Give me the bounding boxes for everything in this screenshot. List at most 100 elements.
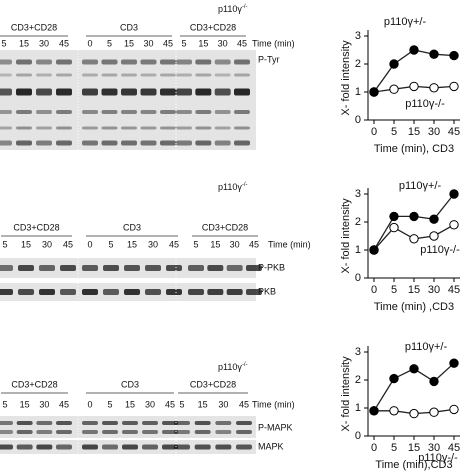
data-point <box>449 81 459 92</box>
blot-band <box>160 140 176 146</box>
lane-label: 30 <box>42 239 52 249</box>
lane-label: 5 <box>2 239 7 249</box>
blot-band <box>0 289 13 295</box>
blot-band <box>234 73 250 77</box>
blot-band <box>101 126 118 130</box>
y-tick-label: 3 <box>355 188 361 200</box>
blot-band <box>234 126 250 130</box>
x-tick-label: 15 <box>408 284 420 296</box>
blot-band <box>101 59 118 65</box>
blot-band <box>207 289 224 295</box>
series-name: p110γ+/- <box>399 180 442 192</box>
lane-label: 30 <box>39 38 49 48</box>
lane-label: 30 <box>218 399 228 409</box>
blot-band <box>36 430 53 434</box>
data-point <box>389 222 399 233</box>
blot-band <box>121 126 137 130</box>
x-tick-label: 0 <box>371 284 377 296</box>
lane-label: 15 <box>124 38 134 48</box>
blot-band <box>16 59 32 65</box>
blot-band <box>174 430 190 434</box>
blot-band <box>174 421 190 425</box>
x-axis-label: Time (min), CD3 <box>374 143 454 155</box>
blot-band <box>36 88 52 96</box>
data-point <box>429 49 439 59</box>
lane-label: 5 <box>179 399 184 409</box>
blot-band <box>82 59 98 65</box>
blot-band <box>82 110 98 114</box>
blot-band <box>195 59 212 65</box>
time-label: Time (min) <box>252 399 295 409</box>
lane-label: 45 <box>169 239 179 249</box>
blot-band <box>160 126 176 130</box>
x-tick-label: 30 <box>428 126 440 138</box>
blot-band <box>16 126 32 130</box>
x-tick-label: 5 <box>391 126 397 138</box>
genotype-sup: -/- <box>242 182 248 188</box>
blot-band <box>162 444 178 450</box>
data-point <box>449 404 459 415</box>
blot-band <box>195 73 212 77</box>
blot-band <box>39 289 55 295</box>
x-tick-label: 30 <box>428 284 440 296</box>
blot-band <box>56 59 72 65</box>
blot-band <box>246 265 262 271</box>
blot-band <box>82 265 98 271</box>
blot-band <box>121 140 137 146</box>
blot-band <box>215 444 232 450</box>
genotype-label: p110γ-/- <box>218 4 248 15</box>
blot-band <box>194 421 211 425</box>
blot-band <box>176 59 192 65</box>
blot-band <box>142 421 158 425</box>
data-point <box>449 50 459 61</box>
lane-label: 15 <box>198 399 208 409</box>
blot-band <box>16 444 33 450</box>
group-label: CD3+CD28 <box>190 22 236 32</box>
lane-label: 45 <box>249 239 259 249</box>
blot-band <box>142 430 158 434</box>
data-point <box>409 364 419 374</box>
blot-band <box>214 140 231 146</box>
lane-label: 0 <box>87 38 92 48</box>
lane-label: 5 <box>2 399 7 409</box>
blot-band <box>122 430 138 434</box>
blot-background <box>0 416 256 438</box>
blot-band <box>214 73 231 77</box>
data-point <box>449 358 459 368</box>
y-tick-label: 3 <box>355 346 361 358</box>
blot-band <box>82 88 98 96</box>
blot-band <box>122 421 138 425</box>
lane-label: 45 <box>59 399 69 409</box>
time-label: Time (min) <box>252 38 295 48</box>
blot-band <box>36 59 52 65</box>
blot-band <box>0 265 13 271</box>
lane-label: 45 <box>59 38 69 48</box>
y-axis-label: X- fold intensity <box>340 198 352 274</box>
blot-label: P-Tyr <box>258 54 280 64</box>
blot-band <box>140 59 157 65</box>
data-point <box>429 231 439 241</box>
blot-band <box>0 444 13 450</box>
lane-label: 5 <box>107 399 112 409</box>
blot-band <box>103 289 119 295</box>
lane-label: 5 <box>107 38 112 48</box>
blot-band <box>56 140 72 146</box>
data-point <box>429 407 439 417</box>
lane-label: 45 <box>63 239 73 249</box>
blot-band <box>195 88 212 96</box>
x-tick-label: 30 <box>428 442 440 454</box>
lane-label: 15 <box>210 239 220 249</box>
blot-band <box>215 421 232 425</box>
data-point <box>369 87 379 97</box>
blot-band <box>124 265 140 271</box>
genotype: p110γ <box>218 362 242 372</box>
blot-band <box>0 110 12 114</box>
blot-band <box>36 73 52 77</box>
lane-label: 30 <box>145 399 155 409</box>
blot-band <box>188 265 204 271</box>
blot-background <box>0 50 256 150</box>
blot-band <box>56 444 72 450</box>
x-tick-label: 45 <box>448 126 460 138</box>
x-tick-label: 5 <box>391 284 397 296</box>
x-tick-label: 15 <box>408 126 420 138</box>
